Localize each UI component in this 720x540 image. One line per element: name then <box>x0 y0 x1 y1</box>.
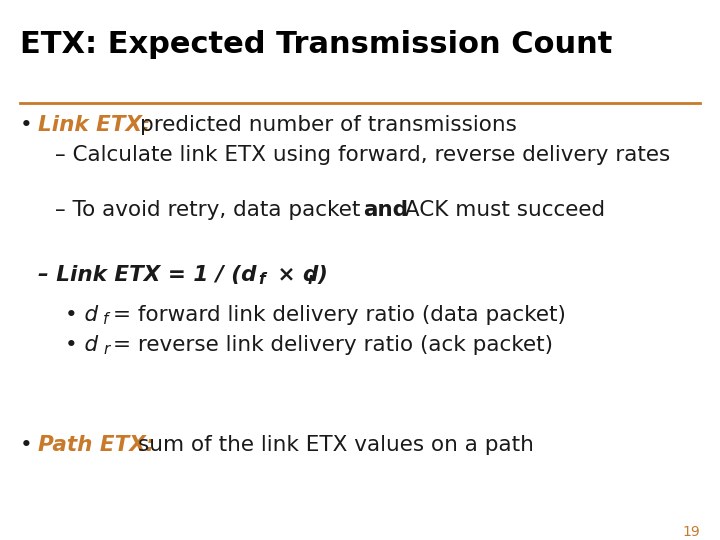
Text: • d: • d <box>65 335 98 355</box>
Text: = forward link delivery ratio (data packet): = forward link delivery ratio (data pack… <box>113 305 566 325</box>
Text: × d: × d <box>270 265 318 285</box>
Text: = reverse link delivery ratio (ack packet): = reverse link delivery ratio (ack packe… <box>113 335 553 355</box>
Text: – To avoid retry, data packet: – To avoid retry, data packet <box>55 200 367 220</box>
Text: and: and <box>363 200 408 220</box>
Text: ACK must succeed: ACK must succeed <box>398 200 605 220</box>
Text: sum of the link ETX values on a path: sum of the link ETX values on a path <box>138 435 534 455</box>
Text: 19: 19 <box>683 525 700 539</box>
Text: r: r <box>308 272 315 287</box>
Text: •: • <box>20 435 32 455</box>
Text: r: r <box>103 342 109 357</box>
Text: ETX: Expected Transmission Count: ETX: Expected Transmission Count <box>20 30 613 59</box>
Text: •: • <box>20 115 32 135</box>
Text: – Link ETX = 1 / (d: – Link ETX = 1 / (d <box>38 265 256 285</box>
Text: f: f <box>103 312 109 327</box>
Text: ): ) <box>318 265 328 285</box>
Text: predicted number of transmissions: predicted number of transmissions <box>140 115 517 135</box>
Text: Link ETX:: Link ETX: <box>38 115 150 135</box>
Text: Path ETX:: Path ETX: <box>38 435 155 455</box>
Text: • d: • d <box>65 305 98 325</box>
Text: f: f <box>258 272 265 287</box>
Text: – Calculate link ETX using forward, reverse delivery rates: – Calculate link ETX using forward, reve… <box>55 145 670 165</box>
